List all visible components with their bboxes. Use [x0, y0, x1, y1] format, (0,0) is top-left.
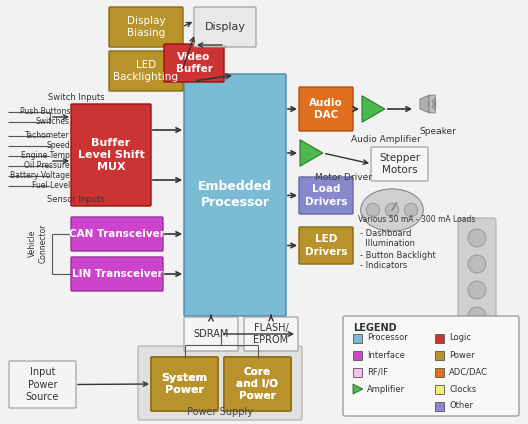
Text: Stepper
Motors: Stepper Motors	[379, 153, 420, 175]
Text: Processor: Processor	[367, 334, 408, 343]
Text: Display
Biasing: Display Biasing	[127, 16, 165, 38]
FancyBboxPatch shape	[371, 147, 428, 181]
FancyBboxPatch shape	[224, 357, 291, 411]
Text: System
Power: System Power	[162, 373, 208, 395]
Text: RF/IF: RF/IF	[367, 368, 388, 377]
FancyBboxPatch shape	[299, 227, 353, 264]
Polygon shape	[429, 95, 435, 113]
Text: Display: Display	[204, 22, 246, 32]
FancyBboxPatch shape	[164, 44, 224, 82]
FancyBboxPatch shape	[151, 357, 218, 411]
Text: Interface: Interface	[367, 351, 405, 360]
Text: Sensor Inputs: Sensor Inputs	[47, 195, 105, 204]
FancyBboxPatch shape	[71, 104, 151, 206]
Text: - Indicators: - Indicators	[360, 262, 407, 271]
Text: Embedded
Processor: Embedded Processor	[198, 181, 272, 209]
Text: Battery Voltage: Battery Voltage	[10, 171, 70, 181]
FancyBboxPatch shape	[184, 74, 286, 316]
Circle shape	[468, 229, 486, 247]
Circle shape	[468, 255, 486, 273]
Text: Audio Amplifier: Audio Amplifier	[351, 136, 421, 145]
Text: Clocks: Clocks	[449, 385, 476, 393]
Bar	[353, 334, 362, 343]
FancyBboxPatch shape	[343, 316, 519, 416]
FancyBboxPatch shape	[138, 346, 302, 420]
Text: Input
Power
Source: Input Power Source	[26, 367, 59, 402]
Text: Engine Temp: Engine Temp	[21, 151, 70, 161]
Text: Switches: Switches	[36, 117, 70, 126]
FancyBboxPatch shape	[458, 218, 496, 362]
Text: Various 50 mA - 300 mA Loads: Various 50 mA - 300 mA Loads	[358, 215, 475, 224]
Polygon shape	[362, 96, 385, 122]
Circle shape	[385, 203, 399, 217]
Text: - Button Backlight: - Button Backlight	[360, 251, 436, 259]
Circle shape	[404, 203, 418, 217]
Polygon shape	[420, 95, 429, 113]
Text: Illumination: Illumination	[360, 240, 415, 248]
FancyBboxPatch shape	[9, 361, 76, 408]
FancyBboxPatch shape	[244, 317, 298, 351]
Text: LED
Backlighting: LED Backlighting	[114, 60, 178, 82]
FancyBboxPatch shape	[71, 217, 163, 251]
Text: Other: Other	[449, 402, 473, 410]
Polygon shape	[353, 384, 363, 394]
Text: FLASH/
EPROM: FLASH/ EPROM	[253, 323, 289, 345]
Circle shape	[468, 281, 486, 299]
Text: Video
Buffer: Video Buffer	[176, 52, 212, 74]
Text: Core
and I/O
Power: Core and I/O Power	[237, 367, 278, 402]
Text: Vehicle
Connector: Vehicle Connector	[29, 223, 48, 263]
FancyBboxPatch shape	[71, 257, 163, 291]
Text: Speed: Speed	[46, 142, 70, 151]
FancyBboxPatch shape	[194, 7, 256, 47]
Text: System
Power: System Power	[162, 373, 208, 395]
Text: ADC/DAC: ADC/DAC	[449, 368, 488, 377]
FancyBboxPatch shape	[151, 357, 218, 411]
Bar	[435, 351, 444, 360]
Bar	[435, 334, 444, 343]
Text: Power: Power	[449, 351, 475, 360]
Text: Logic: Logic	[449, 334, 471, 343]
FancyBboxPatch shape	[184, 317, 238, 351]
FancyBboxPatch shape	[109, 51, 183, 91]
Text: Core
and I/O
Power: Core and I/O Power	[237, 367, 278, 402]
Text: Oil Pressure: Oil Pressure	[24, 162, 70, 170]
Text: Fuel Level: Fuel Level	[32, 181, 70, 190]
Text: Power Supply: Power Supply	[187, 407, 253, 417]
Circle shape	[468, 307, 486, 325]
Circle shape	[468, 333, 486, 351]
Text: Amplifier: Amplifier	[367, 385, 405, 393]
Text: Audio
DAC: Audio DAC	[309, 98, 343, 120]
FancyBboxPatch shape	[109, 7, 183, 47]
Bar	[353, 351, 362, 360]
Bar	[435, 368, 444, 377]
Bar	[435, 402, 444, 410]
Text: Load
Drivers: Load Drivers	[305, 184, 347, 207]
Text: Speaker: Speaker	[420, 126, 456, 136]
Text: - Dashboard: - Dashboard	[360, 229, 411, 237]
Text: Motor Driver: Motor Driver	[315, 173, 372, 182]
Text: SDRAM: SDRAM	[193, 329, 229, 339]
FancyBboxPatch shape	[299, 177, 353, 214]
Ellipse shape	[361, 189, 423, 231]
Bar	[353, 368, 362, 377]
FancyBboxPatch shape	[299, 87, 353, 131]
Polygon shape	[300, 140, 323, 166]
Text: LIN Transceiver: LIN Transceiver	[72, 269, 163, 279]
FancyBboxPatch shape	[224, 357, 291, 411]
Text: Switch Inputs: Switch Inputs	[49, 92, 105, 101]
Text: Buffer
Level Shift
MUX: Buffer Level Shift MUX	[78, 138, 144, 173]
Bar	[435, 385, 444, 393]
Circle shape	[366, 203, 380, 217]
Text: LEGEND: LEGEND	[353, 323, 397, 333]
Text: Tachometer: Tachometer	[25, 131, 70, 140]
Text: LED
Drivers: LED Drivers	[305, 234, 347, 257]
Text: Push Buttons: Push Buttons	[20, 108, 70, 117]
Text: CAN Transceiver: CAN Transceiver	[69, 229, 165, 239]
